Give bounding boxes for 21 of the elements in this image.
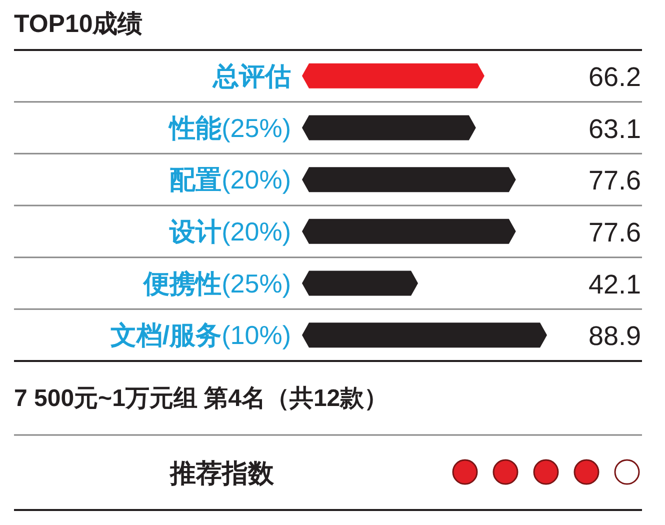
y-tick-label: 配置(20%) — [170, 164, 291, 195]
bar — [302, 270, 418, 296]
data-label: 42.1 — [588, 269, 641, 300]
y-tick-label: 性能(25%) — [168, 112, 291, 143]
bar — [302, 167, 516, 192]
data-label: 77.6 — [588, 217, 641, 248]
y-tick-label: 文档/服务(10%) — [110, 320, 291, 350]
y-tick-label: 便携性(25%) — [142, 268, 291, 298]
y-tick-label: 设计(20%) — [168, 216, 291, 246]
bar — [302, 322, 547, 348]
data-label: 77.6 — [588, 166, 641, 196]
data-label: 66.2 — [588, 62, 641, 92]
text: 推荐指数 — [169, 458, 275, 488]
y-tick-label: 总评估 — [212, 60, 291, 91]
bar — [302, 218, 516, 244]
data-label: 63.1 — [588, 114, 641, 144]
data-label: 88.9 — [588, 321, 641, 352]
bar — [302, 63, 484, 88]
bar — [302, 115, 476, 140]
text: TOP10成绩 — [14, 10, 143, 38]
text: 7 500元~1万元组 第4名（共12款） — [14, 385, 388, 412]
